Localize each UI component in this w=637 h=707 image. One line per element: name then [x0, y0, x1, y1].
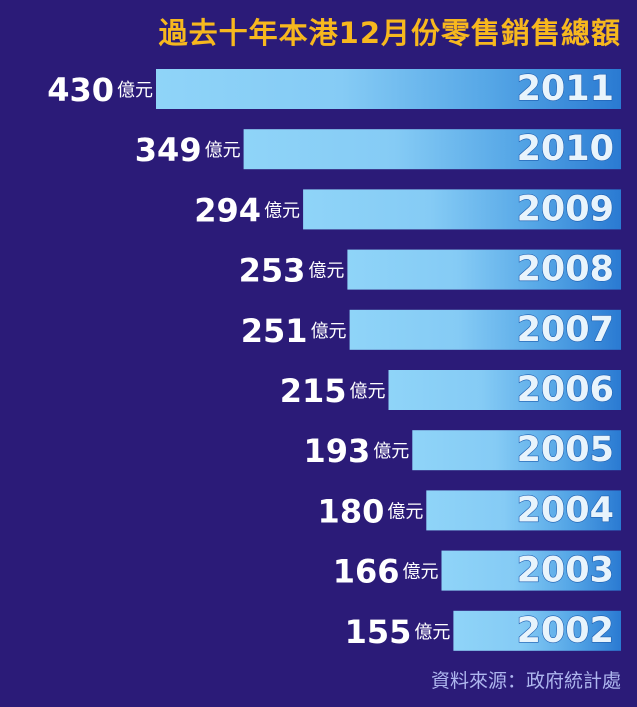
bar-category-label: 2006: [517, 370, 614, 410]
bar-category-label: 2004: [517, 490, 614, 530]
bar-value-label: 294: [194, 191, 261, 229]
bar-2002: [453, 610, 621, 651]
bar-2004: [426, 490, 621, 531]
bar-category-label: 2011: [517, 69, 614, 109]
bar-unit-label: 億元: [205, 140, 241, 161]
bar-value-label: 349: [135, 131, 202, 169]
bar-unit-label: 億元: [373, 441, 409, 462]
bar-value-label: 166: [333, 553, 400, 591]
bar-value-label: 180: [318, 492, 385, 530]
bar-2011: [156, 69, 621, 109]
bar-unit-label: 億元: [117, 80, 153, 101]
bar-category-label: 2003: [517, 551, 614, 591]
bar-2010: [243, 129, 621, 170]
bar-category-label: 2010: [517, 129, 614, 169]
bar-unit-label: 億元: [387, 501, 423, 522]
bar-category-label: 2008: [517, 250, 614, 290]
bar-unit-label: 億元: [402, 562, 438, 583]
bar-unit-label: 億元: [308, 261, 344, 282]
bar-unit-label: 億元: [350, 381, 386, 402]
bar-category-label: 2002: [517, 611, 614, 651]
bar-2007: [349, 309, 621, 350]
bar-2003: [441, 550, 621, 591]
bar-unit-label: 億元: [414, 622, 450, 643]
bar-2009: [303, 189, 621, 230]
bar-value-label: 251: [241, 312, 308, 350]
bar-value-label: 215: [280, 372, 347, 410]
bar-2005: [412, 430, 621, 471]
bar-value-label: 430: [47, 71, 114, 109]
bar-2006: [388, 370, 621, 410]
bar-value-label: 155: [345, 613, 412, 651]
bar-value-label: 193: [303, 432, 370, 470]
bar-unit-label: 億元: [311, 321, 347, 342]
bar-category-label: 2009: [517, 189, 614, 229]
bar-2008: [347, 249, 621, 290]
bar-category-label: 2007: [517, 310, 614, 350]
chart-title: 過去十年本港12月份零售銷售總額: [158, 16, 621, 50]
bar-unit-label: 億元: [264, 200, 300, 221]
bar-value-label: 253: [239, 252, 306, 290]
source-note: 資料來源：政府統計處: [430, 670, 621, 692]
bar-category-label: 2005: [517, 430, 614, 470]
